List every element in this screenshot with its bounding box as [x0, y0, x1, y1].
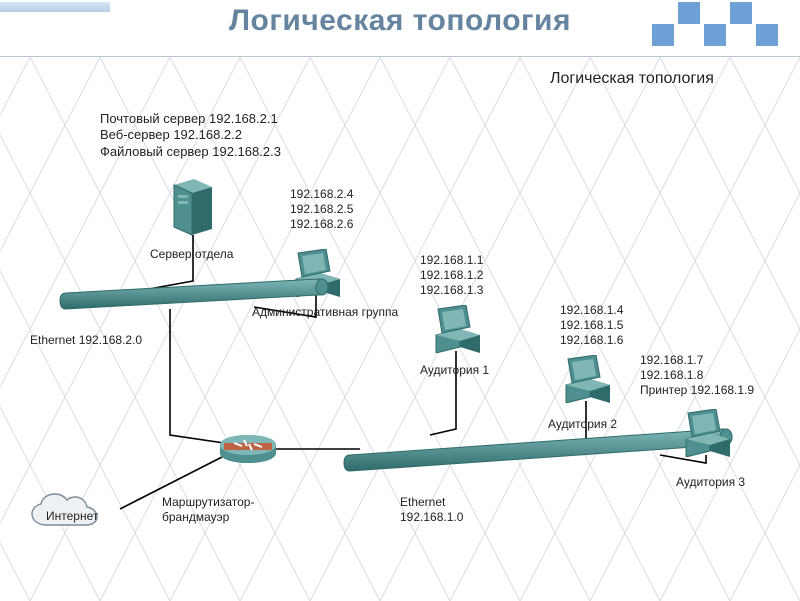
- pc-auditorium-3: [680, 409, 732, 457]
- router-firewall: [218, 425, 278, 465]
- pc-auditorium-1: [430, 305, 482, 353]
- aud1-label: Аудитория 1: [420, 363, 489, 378]
- pc-auditorium-2: [560, 355, 612, 403]
- ethernet2-label: Ethernet 192.168.2.0: [30, 333, 142, 348]
- server-ip-block: Почтовый сервер 192.168.2.1Веб-сервер 19…: [100, 111, 281, 160]
- diagram-subtitle: Логическая топология: [550, 69, 714, 89]
- aud3-label: Аудитория 3: [676, 475, 745, 490]
- aud2-label: Аудитория 2: [548, 417, 617, 432]
- ethernet-bus-2: [56, 275, 336, 323]
- header: Логическая топология: [0, 0, 800, 50]
- internet-label: Интернет: [46, 509, 98, 524]
- server-label: Сервер отдела: [150, 247, 233, 262]
- department-server: [170, 175, 216, 237]
- header-squares: [652, 2, 792, 50]
- aud3-ips: 192.168.1.7192.168.1.8Принтер 192.168.1.…: [640, 353, 754, 398]
- topology-diagram: Логическая топология Почтовый сервер 192…: [0, 56, 800, 601]
- router-label: Маршрутизатор-брандмауэр: [162, 495, 254, 525]
- ethernet1-label: Ethernet 192.168.1.0: [400, 495, 463, 525]
- admin-ips: 192.168.2.4192.168.2.5192.168.2.6: [290, 187, 353, 232]
- aud2-ips: 192.168.1.4192.168.1.5192.168.1.6: [560, 303, 623, 348]
- aud1-ips: 192.168.1.1192.168.1.2192.168.1.3: [420, 253, 483, 298]
- ethernet1-text-a: Ethernet: [400, 495, 445, 509]
- ethernet1-text-b: 192.168.1.0: [400, 510, 463, 524]
